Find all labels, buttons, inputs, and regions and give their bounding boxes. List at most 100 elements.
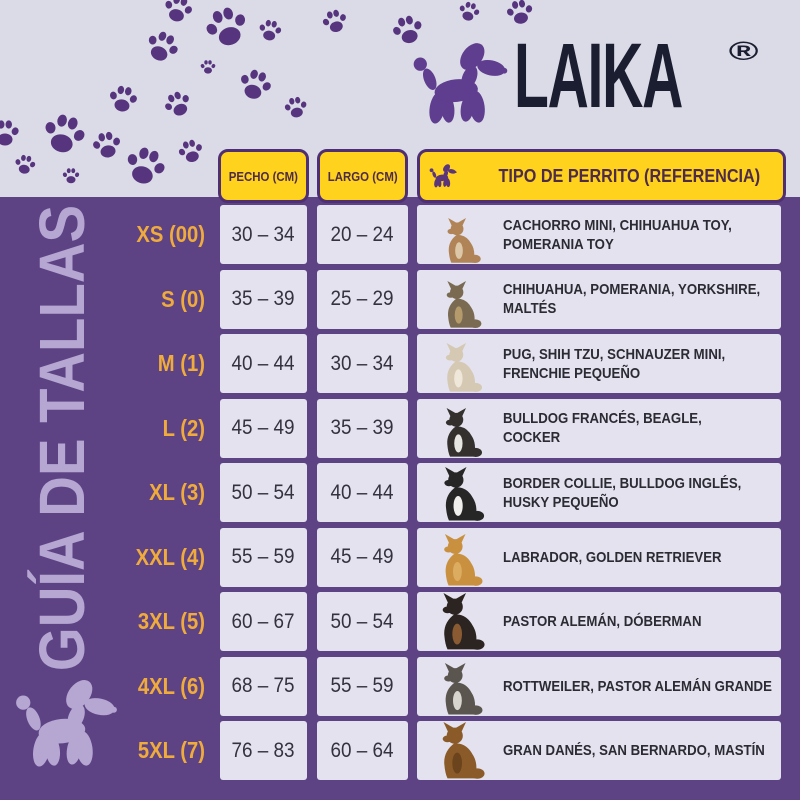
chest-range-cell: 55 – 59 bbox=[220, 527, 307, 587]
dog-icon bbox=[439, 663, 486, 716]
dog-photo-golden-retriever bbox=[431, 528, 495, 587]
table-row: S (0) 35 – 39 25 – 29 CHIHUAHUA, POMERAN… bbox=[0, 269, 800, 329]
chest-range-cell: 50 – 54 bbox=[220, 463, 307, 522]
breed-list: PASTOR ALEMÁN, DÓBERMAN bbox=[503, 613, 702, 630]
length-range-cell: 30 – 34 bbox=[317, 334, 408, 393]
chest-range-value: 30 – 34 bbox=[231, 222, 296, 246]
paw-print-icon bbox=[175, 137, 206, 166]
breed-list: PUG, SHIH TZU, SCHNAUZER MINI, FRENCHIE P… bbox=[503, 345, 726, 382]
breed-list: LABRADOR, GOLDEN RETRIEVER bbox=[503, 548, 722, 566]
length-range-value: 20 – 24 bbox=[330, 222, 395, 246]
breed-reference-cell: PUG, SHIH TZU, SCHNAUZER MINI, FRENCHIE P… bbox=[417, 334, 781, 393]
size-label: XL (3) bbox=[149, 479, 205, 505]
dog-type-header-label: TIPO DE PERRITO (REFERENCIA) bbox=[498, 165, 761, 186]
length-range-value: 50 – 54 bbox=[330, 609, 395, 633]
paw-print-icon bbox=[256, 18, 283, 43]
dog-icon bbox=[441, 408, 486, 458]
table-row: M (1) 40 – 44 30 – 34 PUG, SHIH TZU, SCH… bbox=[0, 334, 800, 393]
paw-print-icon bbox=[140, 26, 184, 68]
size-label: 3XL (5) bbox=[137, 608, 205, 634]
size-label: M (1) bbox=[157, 350, 205, 376]
paw-print-icon bbox=[62, 168, 80, 184]
length-range-cell: 50 – 54 bbox=[317, 592, 408, 651]
breed-list: GRAN DANÉS, SAN BERNARDO, MASTÍN bbox=[503, 742, 765, 759]
dog-icon bbox=[443, 218, 484, 264]
breed-reference-cell: BORDER COLLIE, BULLDOG INGLÉS, HUSKY PEQU… bbox=[417, 463, 781, 522]
dog-photo-french-bulldog bbox=[431, 399, 495, 458]
brand-name: LAIKA bbox=[514, 25, 683, 127]
length-range-cell: 60 – 64 bbox=[317, 721, 408, 780]
size-label: XXL (4) bbox=[135, 543, 205, 570]
length-range-value: 40 – 44 bbox=[330, 480, 395, 504]
chest-range-cell: 45 – 49 bbox=[220, 398, 307, 458]
breed-reference-cell: CACHORRO MINI, CHIHUAHUA TOY, POMERANIA T… bbox=[417, 205, 781, 264]
paw-print-icon bbox=[38, 110, 91, 160]
size-label: XS (00) bbox=[136, 221, 205, 247]
dog-photo-yorkshire bbox=[431, 270, 495, 329]
length-range-cell: 55 – 59 bbox=[317, 656, 408, 716]
dog-icon bbox=[441, 343, 486, 393]
dog-icon bbox=[437, 593, 489, 651]
paw-print-icon bbox=[200, 2, 254, 53]
breed-reference-cell: PASTOR ALEMÁN, DÓBERMAN bbox=[417, 592, 781, 651]
chest-range-cell: 60 – 67 bbox=[220, 592, 307, 651]
table-row: 4XL (6) 68 – 75 55 – 59 ROTTWEILER, PAST… bbox=[0, 656, 800, 716]
paw-print-icon bbox=[456, 0, 482, 24]
breed-reference-cell: ROTTWEILER, PASTOR ALEMÁN GRANDE bbox=[417, 656, 781, 716]
chest-header-label: PECHO (CM) bbox=[228, 168, 299, 184]
paw-print-icon bbox=[119, 142, 171, 191]
table-row: 5XL (7) 76 – 83 60 – 64 GRAN DANÉS, SAN … bbox=[0, 721, 800, 780]
dog-photo-chihuahua bbox=[431, 205, 495, 264]
length-range-value: 35 – 39 bbox=[330, 416, 395, 439]
chest-range-value: 68 – 75 bbox=[231, 674, 296, 697]
dog-icon bbox=[442, 281, 485, 329]
dog-photo-doberman bbox=[431, 592, 495, 651]
balloon-dog-logo-icon bbox=[408, 34, 512, 134]
length-range-cell: 40 – 44 bbox=[317, 463, 408, 522]
breed-list: ROTTWEILER, PASTOR ALEMÁN GRANDE bbox=[503, 677, 772, 695]
size-label: L (2) bbox=[162, 414, 205, 441]
chest-range-value: 40 – 44 bbox=[231, 351, 296, 375]
size-label: 4XL (6) bbox=[137, 672, 205, 699]
chest-range-cell: 35 – 39 bbox=[220, 269, 307, 329]
paw-print-icon bbox=[12, 153, 37, 176]
page-title-text: GUÍA DE TALLAS bbox=[26, 204, 98, 672]
paw-print-icon bbox=[234, 65, 276, 105]
chest-range-value: 45 – 49 bbox=[231, 416, 296, 439]
dog-icon bbox=[439, 467, 488, 522]
paw-print-icon bbox=[160, 87, 196, 122]
table-row: XL (3) 50 – 54 40 – 44 BORDER COLLIE, BU… bbox=[0, 463, 800, 522]
paw-print-icon bbox=[0, 120, 20, 147]
size-label: S (0) bbox=[161, 285, 205, 312]
length-range-value: 30 – 34 bbox=[330, 351, 395, 375]
chest-range-cell: 40 – 44 bbox=[220, 334, 307, 393]
balloon-dog-icon bbox=[428, 162, 458, 190]
column-header-length: LARGO (CM) bbox=[317, 149, 408, 203]
table-row: XS (00) 30 – 34 20 – 24 CACHORRO MINI, C… bbox=[0, 205, 800, 264]
breed-list: CACHORRO MINI, CHIHUAHUA TOY, POMERANIA T… bbox=[503, 216, 732, 253]
length-range-cell: 45 – 49 bbox=[317, 527, 408, 587]
length-range-value: 25 – 29 bbox=[330, 287, 395, 310]
paw-print-icon bbox=[160, 0, 196, 26]
column-header-chest: PECHO (CM) bbox=[218, 149, 309, 203]
breed-list: BORDER COLLIE, BULLDOG INGLÉS, HUSKY PEQU… bbox=[503, 474, 742, 511]
registered-trademark-symbol: ® bbox=[728, 36, 759, 66]
chest-range-value: 55 – 59 bbox=[231, 545, 296, 568]
breed-list: BULLDOG FRANCÉS, BEAGLE, COCKER bbox=[503, 410, 702, 446]
chest-range-value: 35 – 39 bbox=[231, 287, 296, 310]
chest-range-value: 50 – 54 bbox=[231, 480, 296, 504]
breed-reference-cell: BULLDOG FRANCÉS, BEAGLE, COCKER bbox=[417, 398, 781, 458]
balloon-dog-mascot-icon bbox=[10, 668, 122, 780]
length-range-value: 45 – 49 bbox=[330, 545, 395, 568]
length-range-cell: 35 – 39 bbox=[317, 398, 408, 458]
size-label: 5XL (7) bbox=[137, 737, 205, 763]
dog-photo-border-collie bbox=[431, 463, 495, 522]
chest-range-cell: 76 – 83 bbox=[220, 721, 307, 780]
dog-photo-shih-tzu bbox=[431, 334, 495, 393]
dog-photo-mastiff bbox=[431, 721, 495, 780]
chest-range-cell: 68 – 75 bbox=[220, 656, 307, 716]
paw-print-icon bbox=[200, 60, 216, 74]
table-row: 3XL (5) 60 – 67 50 – 54 PASTOR ALEMÁN, D… bbox=[0, 592, 800, 651]
length-range-value: 55 – 59 bbox=[330, 674, 395, 697]
